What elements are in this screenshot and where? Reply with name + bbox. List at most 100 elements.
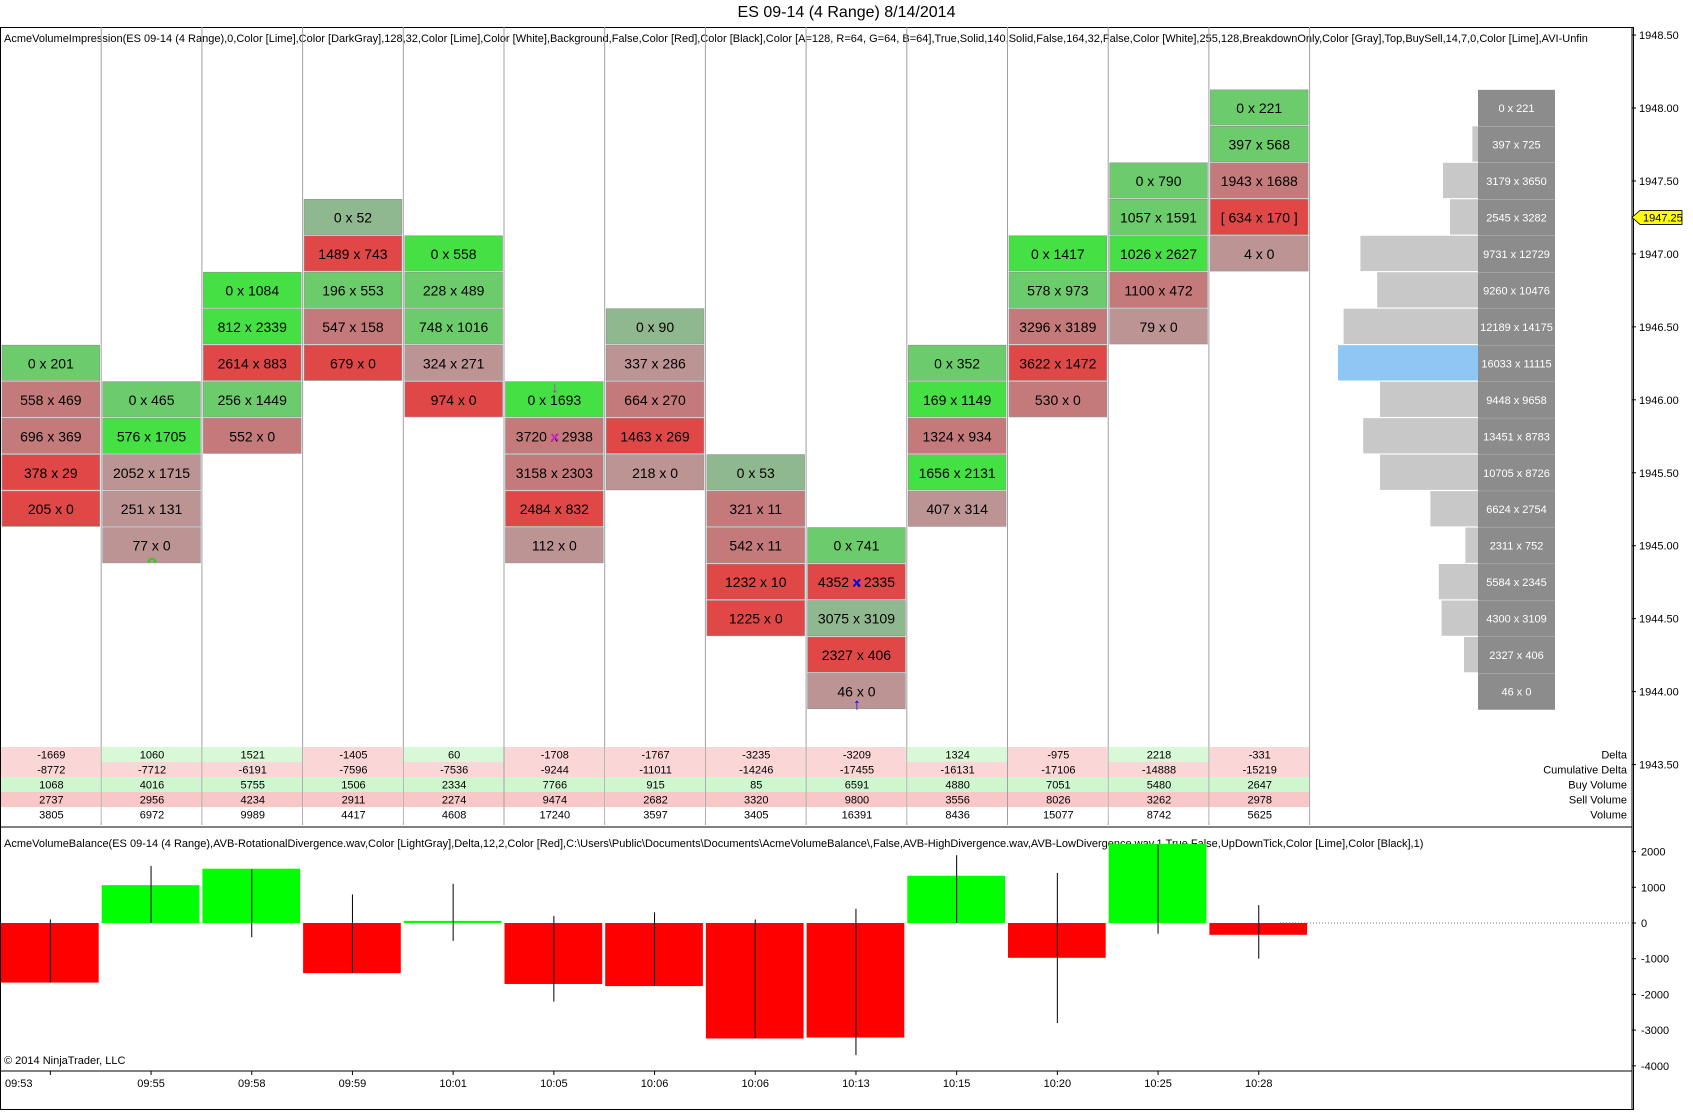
profile-label-box [1478, 564, 1555, 601]
summary-value: 1060 [140, 750, 164, 762]
profile-label: 9448 x 9658 [1486, 395, 1547, 407]
summary-value: 3805 [39, 810, 63, 822]
summary-value: 1521 [241, 750, 265, 762]
footprint-cell [907, 344, 1007, 381]
footprint-cell [1109, 198, 1208, 235]
footprint-cell-label: 397 x 568 [1229, 136, 1291, 152]
summary-value: 9989 [241, 810, 265, 822]
profile-label: 12189 x 14175 [1480, 322, 1553, 334]
summary-cell [605, 807, 705, 822]
time-tick-label: 10:06 [741, 1078, 769, 1090]
summary-value: -14246 [739, 765, 773, 777]
summary-cell [705, 777, 806, 792]
profile-label-box [1478, 454, 1555, 491]
footprint-cell-label: 4352 x 2335 [818, 574, 895, 590]
profile-label: 2327 x 406 [1489, 650, 1543, 662]
footprint-cell-label: 46 x 0 [837, 684, 875, 700]
footprint-cell [907, 381, 1007, 418]
summary-cell [202, 762, 303, 777]
summary-cell [1, 807, 101, 822]
footprint-cell [203, 308, 302, 345]
summary-value: 915 [646, 780, 664, 792]
profile-bar [1450, 199, 1478, 235]
profile-bar [1443, 162, 1478, 199]
summary-value: 16391 [842, 810, 873, 822]
footprint-cell [907, 417, 1007, 454]
summary-cell [403, 792, 504, 807]
summary-cell [1008, 747, 1108, 762]
balance-tick-label: -1000 [1641, 954, 1669, 966]
footprint-cell [1, 381, 100, 418]
footprint-cell-label: 547 x 158 [322, 319, 384, 335]
summary-value: -1669 [37, 750, 65, 762]
footprint-cell-label: 0 x 52 [334, 209, 372, 225]
footprint-cell-label: 2614 x 883 [218, 355, 287, 371]
summary-cell [1209, 762, 1310, 777]
summary-cell [303, 762, 403, 777]
profile-bar [1380, 381, 1478, 417]
price-tick-label: 1943.50 [1639, 760, 1679, 772]
time-tick-label: 10:25 [1144, 1078, 1172, 1090]
footprint-cell-label: 3720 x 2938 [516, 428, 593, 444]
summary-value: -14888 [1142, 765, 1176, 777]
time-tick-label: 09:58 [238, 1078, 266, 1090]
summary-cell [1, 792, 101, 807]
summary-cell [907, 762, 1007, 777]
footprint-cell [505, 454, 604, 491]
balance-tick-label: 2000 [1641, 847, 1665, 859]
summary-value: 6591 [845, 780, 869, 792]
time-tick-label: 10:06 [641, 1078, 669, 1090]
price-tick-label: 1948.00 [1639, 103, 1679, 115]
profile-label: 2311 x 752 [1490, 541, 1544, 553]
footprint-cell-label: 0 x 465 [129, 392, 175, 408]
profile-bar [1343, 308, 1478, 344]
signal-marker: ↓ [551, 380, 559, 397]
footprint-cell-label: 3296 x 3189 [1019, 319, 1096, 335]
footprint-cell [706, 490, 805, 527]
profile-label-box [1478, 162, 1555, 200]
footprint-cell [706, 600, 805, 637]
profile-bar [1338, 345, 1478, 381]
price-tick-label: 1947.00 [1639, 249, 1679, 261]
profile-bar [1377, 272, 1478, 308]
time-tick-label: 09:55 [137, 1078, 165, 1090]
top-panel-label: AcmeVolumeImpression(ES 09-14 (4 Range),… [4, 33, 1588, 45]
footprint-cell-label: 1324 x 934 [923, 428, 992, 444]
footprint-cell-label: 578 x 973 [1027, 282, 1089, 298]
profile-label-box [1478, 527, 1555, 564]
summary-cell [202, 792, 303, 807]
summary-value: 5480 [1147, 780, 1171, 792]
footprint-cell-label: 0 x 221 [1236, 100, 1282, 116]
footprint-cell [1008, 308, 1107, 345]
footprint-cell-label: 228 x 489 [423, 282, 485, 298]
footprint-cell [1210, 235, 1309, 272]
summary-value: 8742 [1147, 810, 1171, 822]
footprint-cell [1210, 89, 1309, 126]
balance-bar [101, 885, 200, 923]
footprint-cell [605, 308, 705, 345]
summary-cell [1108, 747, 1209, 762]
profile-label-box [1478, 345, 1555, 382]
summary-cell [605, 792, 705, 807]
profile-label-box [1478, 600, 1555, 637]
summary-value: 4016 [140, 780, 164, 792]
footprint-cell-label: 321 x 11 [729, 501, 782, 517]
footprint-cell [505, 490, 604, 527]
summary-value: 2737 [39, 795, 63, 807]
summary-value: 3320 [744, 795, 768, 807]
footprint-cell-label: 0 x 741 [833, 538, 879, 554]
profile-label-box [1478, 199, 1555, 236]
summary-value: 3405 [744, 810, 768, 822]
summary-row-label: Sell Volume [1569, 795, 1627, 807]
summary-value: -3235 [742, 750, 770, 762]
summary-value: 3556 [945, 795, 969, 807]
footprint-cell [102, 527, 201, 564]
summary-value: -9244 [541, 765, 569, 777]
footprint-cell [807, 636, 906, 673]
footprint-cell-label: 0 x 558 [431, 246, 477, 262]
summary-cell [504, 777, 605, 792]
footprint-cell-label: 679 x 0 [330, 355, 376, 371]
summary-row-label: Buy Volume [1568, 780, 1627, 792]
footprint-cell-label: 2327 x 406 [822, 647, 891, 663]
